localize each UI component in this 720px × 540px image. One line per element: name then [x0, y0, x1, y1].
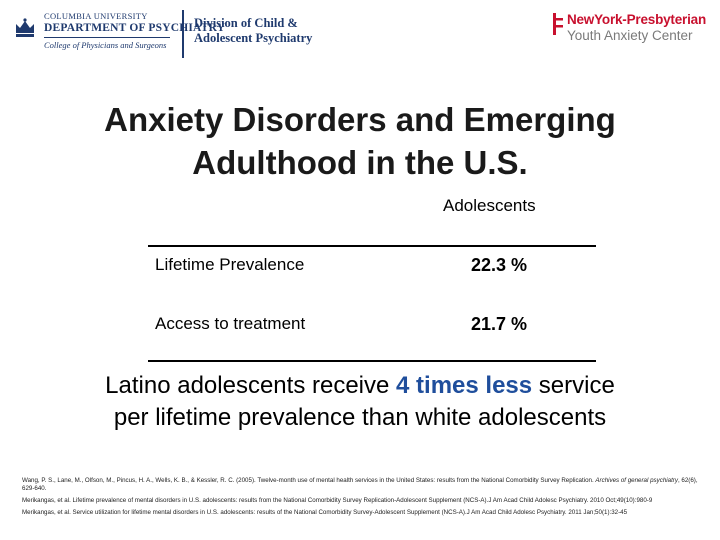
reference-1-journal: Archives of general psychiatry: [595, 477, 678, 484]
row-label-access-to-treatment: Access to treatment: [155, 314, 306, 333]
reference-3: Merikangas, et al. Service utilization f…: [22, 509, 628, 516]
column-header: Adolescents: [443, 196, 536, 215]
row-value-lifetime-prevalence: 22.3 %: [471, 255, 528, 275]
columbia-logo-text: COLUMBIA UNIVERSITY DEPARTMENT OF PSYCHI…: [44, 12, 225, 50]
references: Wang, P. S., Lane, M., Olfson, M., Pincu…: [22, 477, 706, 521]
nyp-logo: NewYork-Presbyterian Youth Anxiety Cente…: [552, 12, 706, 43]
nyp-mark-icon: [552, 13, 563, 35]
slide-header: COLUMBIA UNIVERSITY DEPARTMENT OF PSYCHI…: [0, 0, 720, 70]
table-bottom-rule: [148, 360, 596, 362]
department-label: DEPARTMENT OF PSYCHIATRY: [44, 21, 226, 34]
takeaway-before: Latino adolescents receive: [105, 372, 397, 399]
takeaway-highlight: 4 times less: [396, 372, 533, 399]
college-label: College of Physicians and Surgeons: [44, 40, 167, 50]
row-label-lifetime-prevalence: Lifetime Prevalence: [155, 255, 305, 274]
division-label: Division of Child & Adolescent Psychiatr…: [194, 16, 312, 46]
nyp-name: NewYork-Presbyterian: [566, 12, 706, 27]
row-value-access-to-treatment: 21.7 %: [471, 314, 528, 334]
title-line-2: Adulthood in the U.S.: [192, 144, 528, 181]
columbia-crown-icon: [16, 18, 34, 37]
table-top-rule: [148, 245, 596, 247]
logo-divider: [44, 37, 170, 38]
reference-2: Merikangas, et al. Lifetime prevalence o…: [22, 497, 653, 504]
division-line-1: Division of Child &: [194, 16, 298, 30]
takeaway-statement: Latino adolescents receive 4 times less …: [0, 370, 720, 434]
takeaway-line-2: per lifetime prevalence than white adole…: [113, 404, 607, 431]
slide-title: Anxiety Disorders and Emerging Adulthood…: [0, 98, 720, 184]
columbia-university-label: COLUMBIA UNIVERSITY: [44, 11, 148, 21]
reference-1: Wang, P. S., Lane, M., Olfson, M., Pincu…: [22, 477, 706, 493]
header-divider: [182, 10, 184, 58]
title-line-1: Anxiety Disorders and Emerging: [104, 101, 616, 138]
division-line-2: Adolescent Psychiatry: [194, 31, 313, 45]
reference-1-text: Wang, P. S., Lane, M., Olfson, M., Pincu…: [22, 477, 594, 484]
reference-1-tail: , 62(6), 629-640.: [22, 477, 698, 492]
takeaway-after: service: [532, 372, 615, 399]
nyp-center: Youth Anxiety Center: [566, 28, 693, 43]
takeaway-line-1: Latino adolescents receive 4 times less …: [0, 370, 720, 402]
